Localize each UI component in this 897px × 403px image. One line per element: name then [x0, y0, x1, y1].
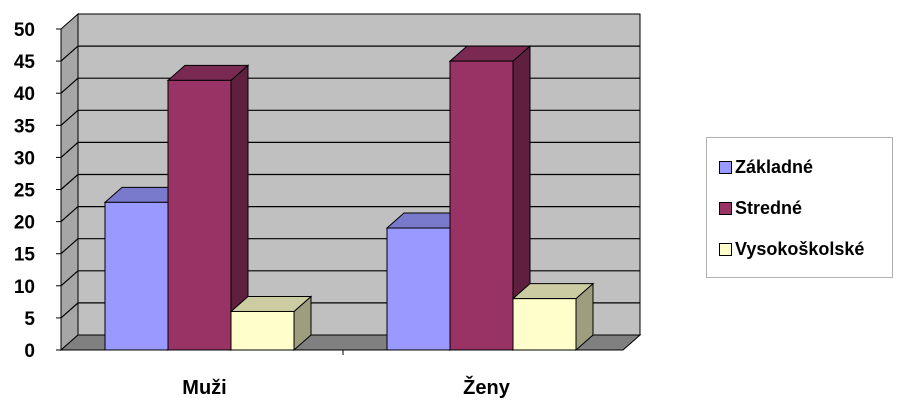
y-tick-label: 45	[14, 52, 36, 73]
y-tick-label: 10	[14, 277, 35, 298]
legend-label-vysokoskolske: Vysokoškolské	[735, 238, 865, 259]
y-tick-label: 20	[14, 213, 35, 234]
bar	[511, 282, 595, 352]
gridline	[60, 45, 640, 62]
bar-front	[167, 79, 232, 351]
x-category-label: Ženy	[463, 375, 511, 399]
y-tick-label: 50	[14, 20, 35, 41]
y-tick-label: 0	[24, 341, 35, 362]
y-tick-labels: 0 5 10 15 20 25 30 35 40 45 50	[14, 20, 36, 362]
legend-item-zakladne: Základné	[719, 156, 813, 178]
bar	[448, 44, 532, 352]
bar-front	[104, 201, 169, 351]
legend-label-zakladne: Základné	[735, 156, 814, 177]
y-tick-label: 15	[14, 245, 36, 266]
y-tick-label: 40	[14, 84, 35, 105]
bar-front	[512, 298, 577, 351]
legend-item-vysokoskolske: Vysokoškolské	[719, 238, 864, 260]
x-category-labels: Muži Ženy	[182, 375, 510, 399]
bars	[103, 44, 595, 352]
legend: Základné Stredné Vysokoškolské	[706, 137, 893, 278]
bar	[166, 64, 250, 352]
legend-swatch-zakladne	[719, 160, 732, 174]
y-tick-label: 30	[14, 148, 35, 169]
legend-swatch-vysokoskolske	[719, 242, 732, 256]
y-tick-label: 25	[14, 181, 36, 202]
y-tick-label: 5	[24, 309, 35, 330]
bar-front	[386, 227, 451, 351]
legend-swatch-stredne	[719, 201, 732, 215]
bar-front	[230, 310, 295, 351]
legend-item-stredne: Stredné	[719, 197, 802, 219]
x-category-label: Muži	[182, 377, 226, 399]
bar-front	[449, 60, 514, 351]
y-tick-label: 35	[14, 116, 36, 137]
bar	[229, 295, 313, 352]
legend-label-stredne: Stredné	[735, 197, 803, 218]
